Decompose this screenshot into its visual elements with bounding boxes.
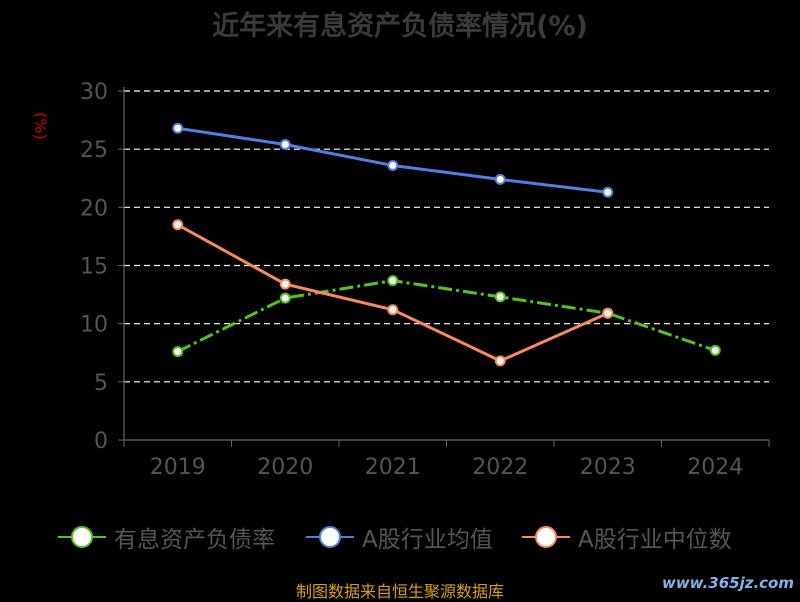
- data-point: [279, 292, 291, 304]
- chart-title: 近年来有息资产负债率情况(%): [212, 11, 588, 42]
- y-tick-label: 0: [94, 429, 108, 454]
- data-point: [494, 355, 506, 367]
- data-point: [279, 139, 291, 151]
- y-tick-label: 30: [80, 80, 108, 105]
- data-point: [602, 186, 614, 198]
- legend-item-series-1[interactable]: A股行业均值: [306, 519, 493, 555]
- legend-marker-icon: [58, 526, 106, 548]
- x-tick-label: 2021: [365, 455, 421, 480]
- series-line-0: [177, 279, 716, 353]
- x-tick-label: 2022: [472, 455, 528, 480]
- data-point: [494, 173, 506, 185]
- legend-marker-icon: [306, 526, 354, 548]
- y-tick-label: 15: [80, 255, 108, 280]
- legend-label: A股行业均值: [362, 527, 493, 553]
- data-point: [279, 278, 291, 290]
- data-point: [172, 346, 184, 358]
- data-point: [172, 219, 184, 231]
- data-point: [494, 291, 506, 303]
- data-point: [602, 307, 614, 319]
- x-tick-label: 2024: [687, 455, 743, 480]
- series-line-2: [177, 223, 609, 363]
- y-tick-label: 20: [80, 196, 108, 221]
- data-point: [709, 344, 721, 356]
- y-tick-label: 25: [80, 138, 108, 163]
- x-tick-label: 2023: [580, 455, 636, 480]
- legend-label: 有息资产负债率: [114, 527, 275, 553]
- y-tick-label: 5: [94, 371, 108, 396]
- legend-marker-icon: [522, 526, 570, 548]
- x-tick-label: 2020: [257, 455, 313, 480]
- legend-item-series-0[interactable]: 有息资产负债率: [58, 519, 275, 555]
- watermark: www.365jz.com: [661, 574, 794, 592]
- data-point: [172, 122, 184, 134]
- y-tick-label: 10: [80, 313, 108, 338]
- data-point: [387, 275, 399, 287]
- legend-item-series-2[interactable]: A股行业中位数: [522, 519, 732, 555]
- legend: 有息资产负债率 A股行业均值 A股行业中位数: [0, 519, 800, 555]
- data-point: [387, 159, 399, 171]
- legend-label: A股行业中位数: [578, 527, 732, 553]
- data-source-note: 制图数据来自恒生聚源数据库: [295, 582, 504, 601]
- x-tick-label: 2019: [150, 455, 206, 480]
- data-point: [387, 304, 399, 316]
